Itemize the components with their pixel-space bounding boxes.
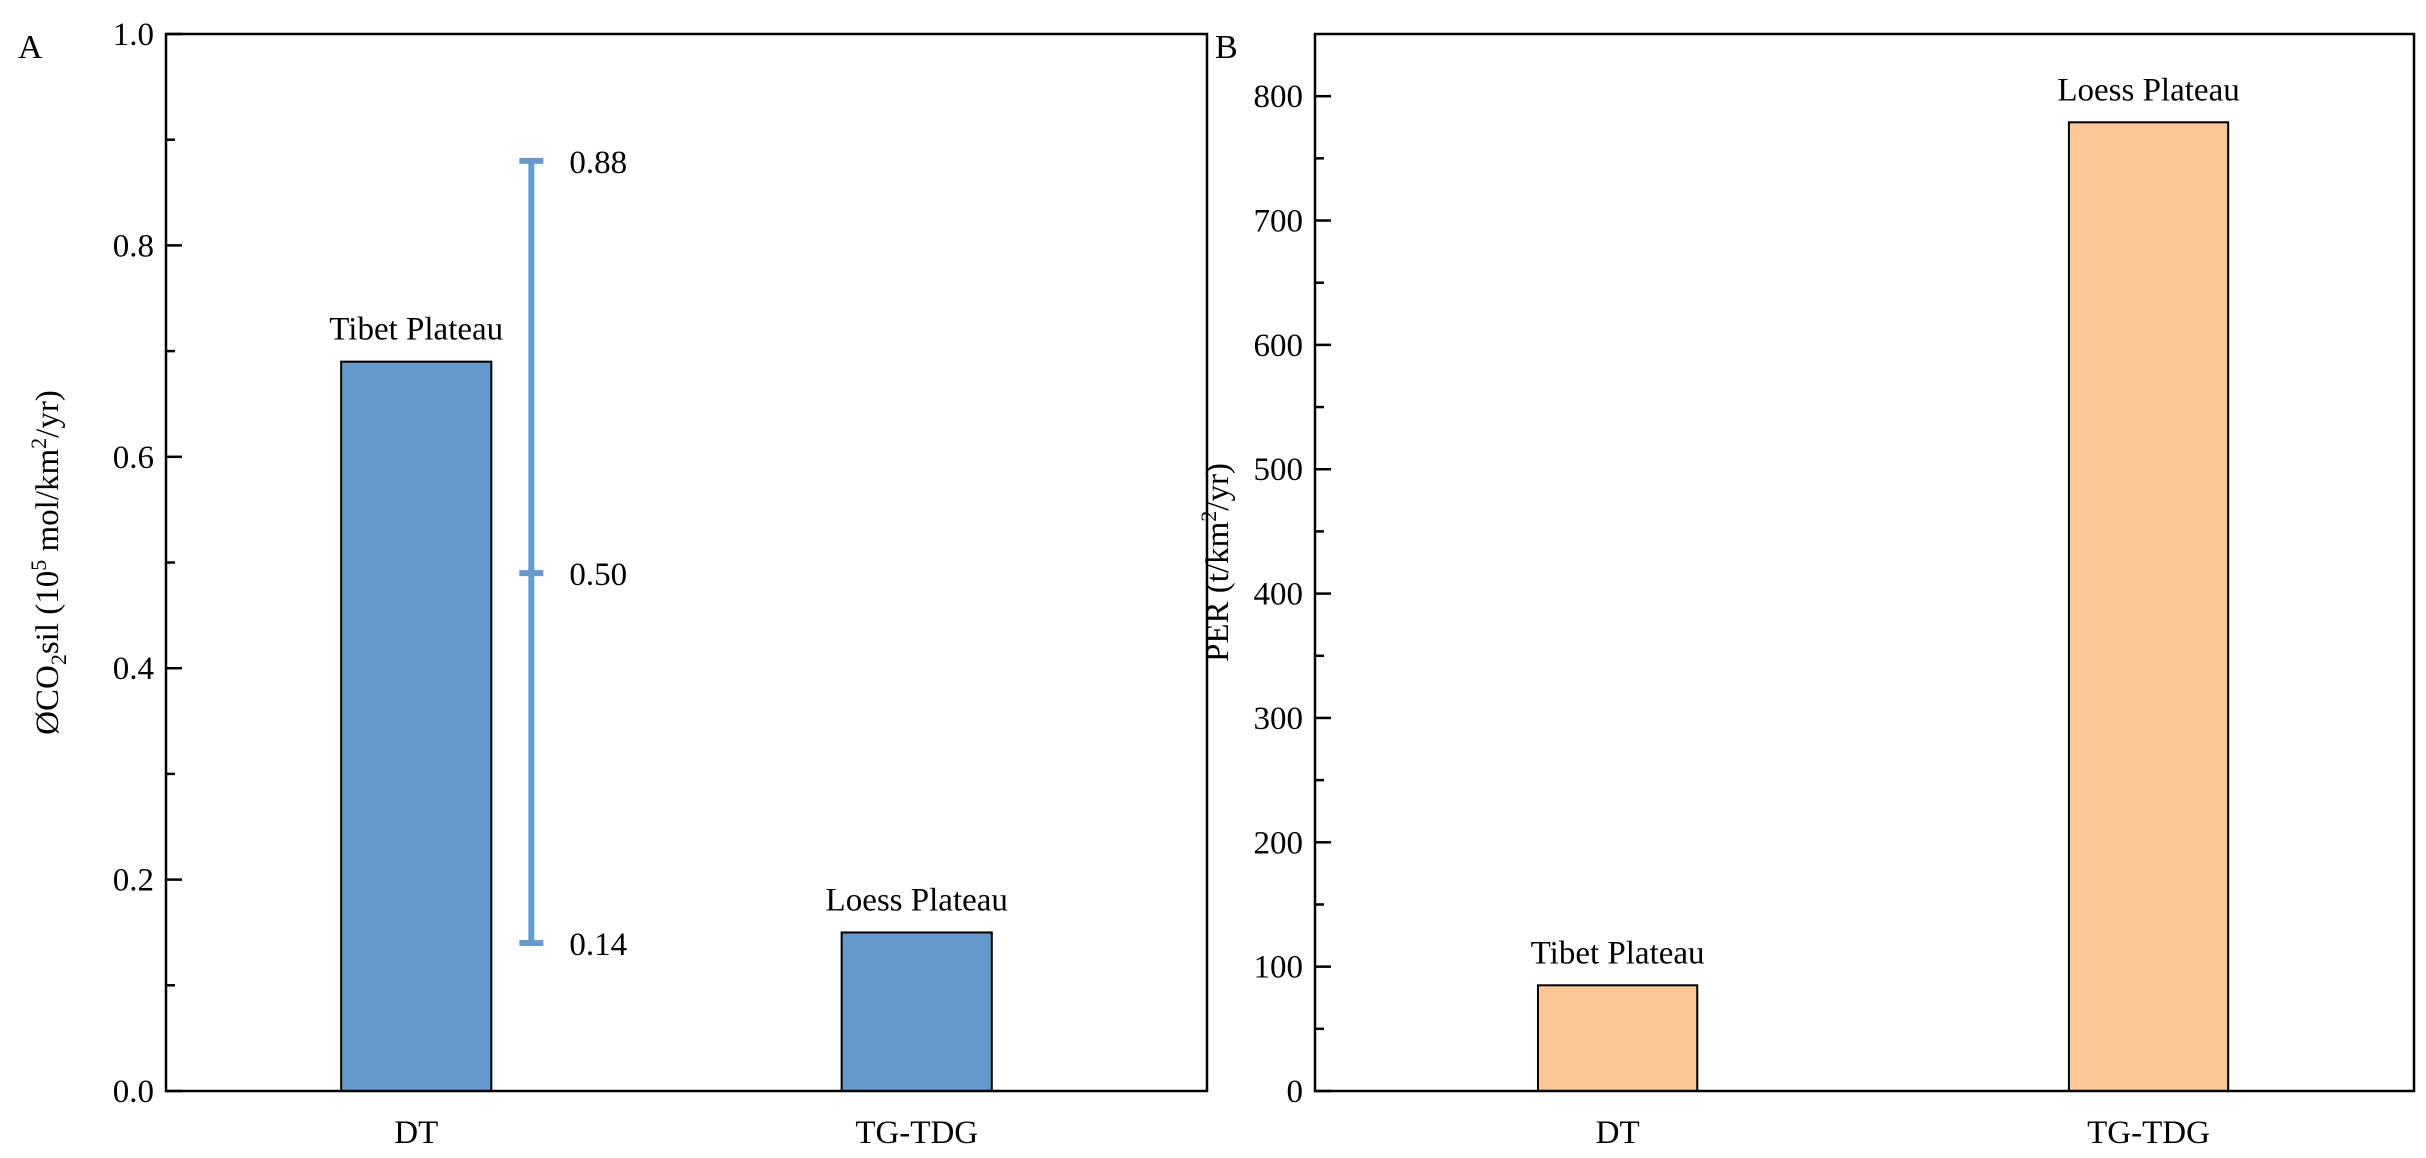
label-part: /yr) bbox=[30, 390, 66, 438]
label-part: mol/km bbox=[30, 448, 66, 559]
y-tick-label: 0.0 bbox=[113, 1074, 154, 1110]
bar-dt bbox=[1536, 984, 1699, 1092]
panel-a: A Tibet Plateau DT Loess Plateau TG-TDG 0.14 0… bbox=[18, 17, 1209, 1151]
superscript: 2 bbox=[1196, 511, 1221, 522]
bar-tg-tdg bbox=[840, 931, 993, 1093]
panel-label: B bbox=[1215, 29, 1238, 66]
bar-annotation: Loess Plateau bbox=[2057, 72, 2239, 108]
bar-tg-tdg bbox=[2067, 121, 2230, 1092]
y-tick-label: 0 bbox=[1287, 1074, 1304, 1110]
superscript: 2 bbox=[26, 438, 51, 449]
y-tick-label: 0.6 bbox=[113, 440, 154, 476]
y-tick-label: 0.2 bbox=[113, 863, 154, 899]
bar-annotation: Loess Plateau bbox=[826, 882, 1008, 918]
y-tick-label: 0.8 bbox=[113, 228, 154, 264]
x-tick-label: DT bbox=[1596, 1115, 1640, 1151]
y-tick-label: 100 bbox=[1254, 950, 1304, 986]
x-tick-label: TG-TDG bbox=[855, 1115, 978, 1151]
bar-annotation: Tibet Plateau bbox=[1531, 935, 1705, 971]
y-axis-label: PER (t/km2/yr) bbox=[1196, 463, 1236, 662]
y-tick-label: 600 bbox=[1254, 328, 1304, 364]
range-bar-label: 0.50 bbox=[569, 557, 627, 593]
label-part: ØCO bbox=[30, 665, 66, 735]
y-tick-label: 1.0 bbox=[113, 17, 154, 53]
x-tick-label: TG-TDG bbox=[2087, 1115, 2210, 1151]
label-part: sil (10 bbox=[30, 571, 66, 654]
y-axis-label: ØCO2sil (105 mol/km2/yr) bbox=[26, 390, 71, 735]
plot-frame bbox=[1313, 32, 2416, 1093]
panel-b: B Tibet Plateau DT Loess Plateau TG-TDG 0 100 2… bbox=[1196, 29, 2416, 1151]
plot-frame bbox=[164, 32, 1209, 1093]
x-tick-label: DT bbox=[394, 1115, 438, 1151]
y-tick-label: 500 bbox=[1254, 452, 1304, 488]
range-bar-label: 0.88 bbox=[569, 145, 627, 181]
range-bar-label: 0.14 bbox=[569, 927, 627, 963]
y-tick-label: 0.4 bbox=[113, 651, 154, 687]
label-part: /yr) bbox=[1200, 463, 1236, 511]
y-tick-label: 700 bbox=[1254, 204, 1304, 240]
bar-dt bbox=[340, 360, 493, 1093]
panel-label: A bbox=[18, 29, 43, 66]
y-tick-label: 300 bbox=[1254, 701, 1304, 737]
subscript: 2 bbox=[46, 654, 71, 665]
y-tick-label: 800 bbox=[1254, 79, 1304, 115]
superscript: 5 bbox=[26, 560, 51, 571]
y-tick-label: 400 bbox=[1254, 577, 1304, 613]
y-tick-label: 200 bbox=[1254, 825, 1304, 861]
label-part: PER (t/km bbox=[1200, 521, 1236, 662]
bar-annotation: Tibet Plateau bbox=[329, 312, 503, 348]
